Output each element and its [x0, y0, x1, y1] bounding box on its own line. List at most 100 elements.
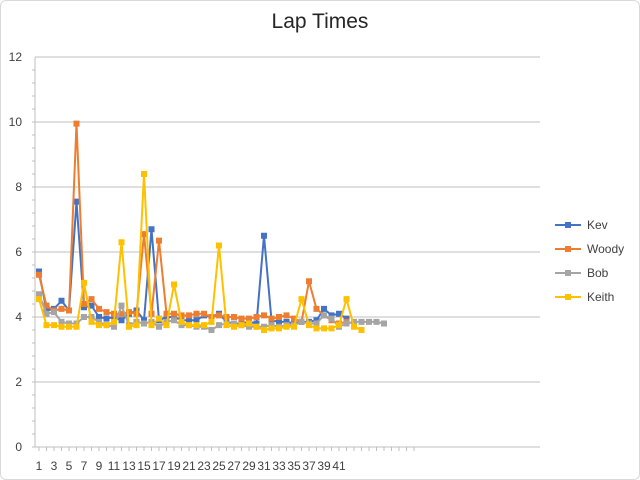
data-point-keith: [148, 322, 155, 329]
data-point-keith: [343, 296, 350, 303]
data-point-keith: [261, 327, 267, 333]
data-point-kev: [96, 314, 102, 320]
y-tick-label: 12: [9, 50, 23, 64]
data-point-woody: [193, 310, 200, 317]
data-point-keith: [231, 323, 237, 330]
data-point-kev: [141, 317, 147, 324]
data-point-keith: [306, 322, 312, 329]
data-point-bob: [351, 318, 357, 325]
data-point-woody: [171, 310, 177, 317]
y-tick-label: 6: [15, 245, 22, 259]
data-point-keith: [133, 322, 140, 329]
data-point-kev: [276, 318, 282, 325]
x-tick-label: 3: [51, 459, 58, 473]
data-point-bob: [96, 318, 102, 325]
data-point-kev: [88, 302, 95, 309]
data-point-kev: [253, 320, 260, 327]
data-point-woody: [163, 310, 170, 317]
data-point-bob: [328, 315, 335, 322]
x-tick-label: 19: [167, 459, 181, 473]
data-point-keith: [111, 318, 117, 325]
data-point-woody: [276, 314, 282, 320]
data-point-bob: [343, 320, 350, 327]
x-tick-label: 21: [182, 459, 196, 473]
data-point-woody: [156, 237, 162, 244]
data-point-bob: [36, 291, 42, 298]
data-point-keith: [238, 322, 245, 329]
data-point-keith: [141, 171, 147, 177]
x-tick-label: 31: [257, 459, 271, 473]
data-point-keith: [118, 239, 125, 246]
data-point-keith: [43, 322, 50, 329]
legend-label-keith: Keith: [587, 290, 614, 304]
data-point-bob: [81, 314, 87, 320]
y-tick-label: 10: [9, 115, 23, 129]
y-tick-label: 0: [15, 440, 22, 454]
y-tick-label: 2: [15, 375, 22, 389]
data-point-keith: [163, 322, 170, 329]
x-tick-label: 13: [122, 459, 136, 473]
data-point-keith: [276, 325, 282, 332]
data-point-bob: [313, 320, 320, 327]
x-tick-label: 35: [287, 459, 301, 473]
data-point-bob: [51, 309, 57, 316]
data-point-bob: [298, 318, 305, 325]
data-point-bob: [118, 302, 125, 309]
data-point-woody: [238, 315, 245, 322]
data-point-woody: [88, 296, 95, 303]
data-point-bob: [358, 318, 365, 325]
legend-marker-bob: [565, 270, 571, 276]
data-point-keith: [103, 322, 110, 329]
data-point-keith: [73, 323, 80, 330]
data-point-keith: [178, 318, 185, 325]
data-point-keith: [208, 318, 215, 325]
data-point-woody: [253, 314, 260, 320]
data-point-keith: [253, 323, 260, 330]
x-tick-label: 9: [96, 459, 103, 473]
x-tick-label: 17: [152, 459, 166, 473]
data-point-keith: [186, 322, 192, 329]
data-point-keith: [156, 315, 162, 322]
x-tick-label: 23: [197, 459, 211, 473]
data-point-kev: [336, 310, 342, 317]
x-tick-label: 7: [81, 459, 88, 473]
data-point-keith: [223, 322, 230, 329]
data-point-woody: [103, 309, 110, 316]
data-point-bob: [381, 320, 387, 327]
data-point-bob: [321, 312, 327, 319]
y-tick-label: 8: [15, 180, 22, 194]
legend-marker-kev: [565, 222, 571, 228]
data-point-woody: [73, 120, 80, 127]
data-point-kev: [343, 315, 350, 322]
data-point-woody: [66, 307, 72, 314]
data-point-keith: [313, 325, 320, 332]
x-tick-label: 11: [108, 459, 121, 473]
data-point-woody: [58, 305, 65, 312]
data-point-kev: [186, 317, 192, 324]
x-tick-label: 25: [212, 459, 226, 473]
data-point-bob: [231, 320, 237, 327]
data-point-keith: [321, 325, 327, 332]
x-tick-label: 15: [137, 459, 151, 473]
data-point-bob: [208, 327, 215, 333]
data-point-woody: [231, 314, 237, 320]
data-point-keith: [268, 325, 275, 332]
data-point-woody: [141, 231, 147, 238]
data-point-bob: [216, 322, 222, 329]
data-point-woody: [261, 312, 267, 319]
data-point-keith: [336, 322, 342, 329]
data-point-bob: [156, 323, 162, 330]
data-point-woody: [126, 309, 132, 316]
data-point-keith: [51, 322, 57, 329]
data-point-woody: [96, 305, 102, 312]
data-point-woody: [81, 301, 87, 307]
data-point-kev: [81, 304, 87, 311]
data-point-keith: [96, 322, 102, 329]
data-point-kev: [148, 226, 155, 233]
data-point-bob: [261, 323, 267, 330]
data-point-kev: [328, 312, 335, 319]
data-point-kev: [163, 314, 170, 320]
data-point-keith: [66, 323, 72, 330]
data-point-kev: [73, 198, 80, 205]
data-point-kev: [171, 314, 177, 320]
